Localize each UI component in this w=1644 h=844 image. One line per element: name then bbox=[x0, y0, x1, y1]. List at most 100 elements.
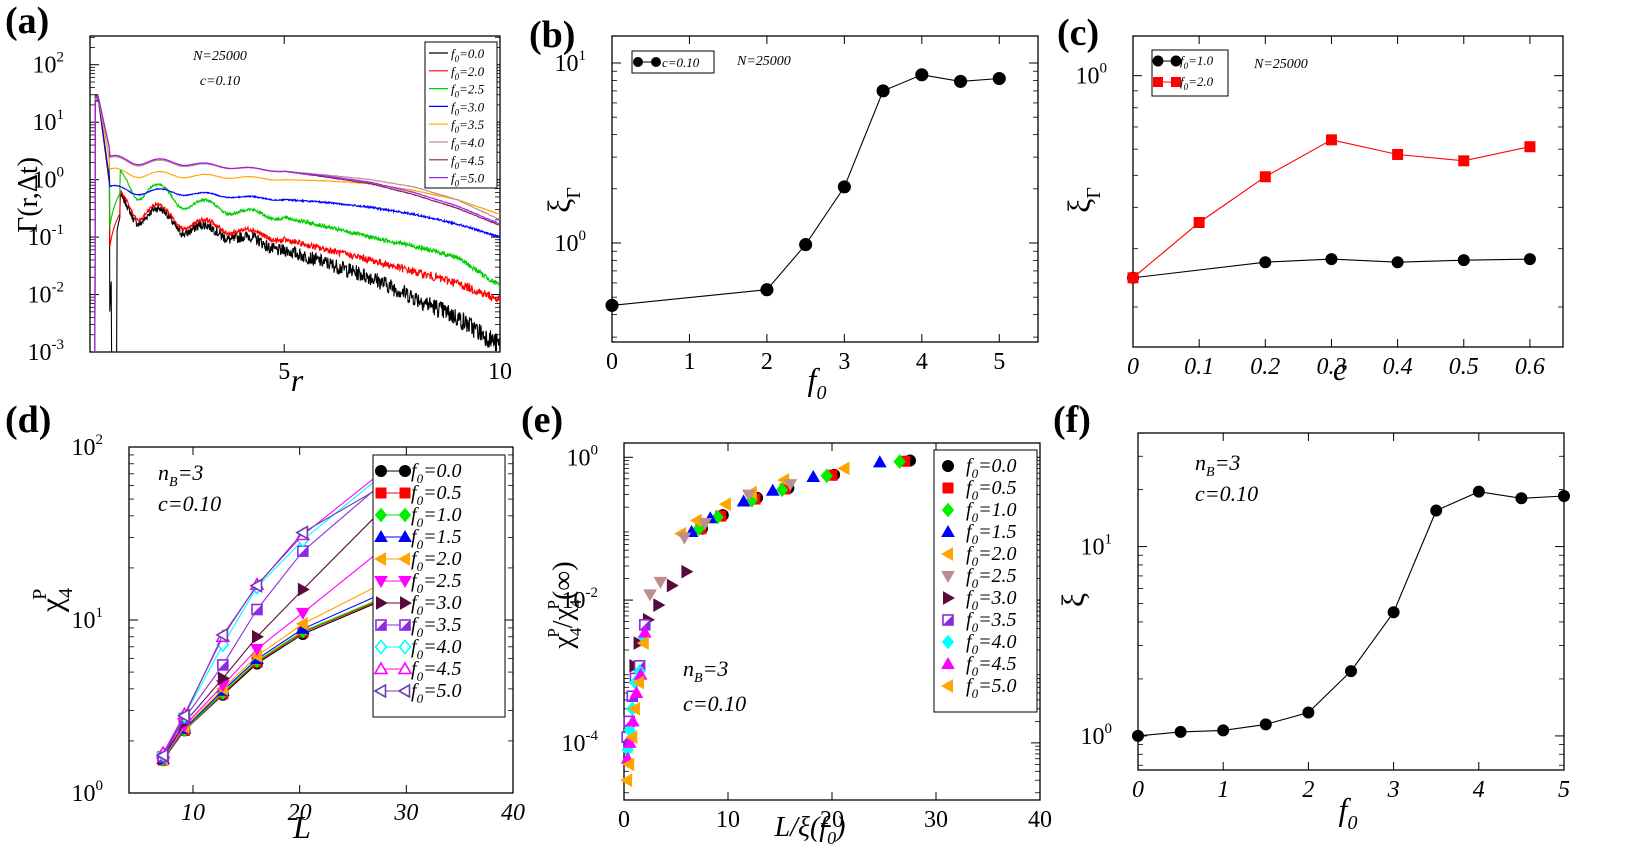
data-point bbox=[1259, 256, 1272, 269]
text-part: n bbox=[683, 656, 694, 681]
text-part: 10 bbox=[28, 283, 52, 309]
annotation-nb: nB=3 bbox=[158, 460, 203, 490]
legend-entry: f0=4.0 bbox=[966, 631, 1017, 657]
text-part: Γ bbox=[1083, 187, 1105, 199]
legend-marker bbox=[374, 576, 388, 589]
data-point bbox=[741, 489, 756, 502]
y-tick-label: 101 bbox=[555, 48, 587, 77]
text-part: f bbox=[451, 64, 457, 79]
text-part: f bbox=[966, 631, 974, 653]
legend-box bbox=[424, 41, 498, 189]
text-part: 0 bbox=[972, 664, 979, 679]
text-part: 0 bbox=[972, 576, 979, 591]
data-point bbox=[297, 582, 310, 597]
legend-marker bbox=[398, 639, 412, 655]
curve-group bbox=[94, 94, 500, 352]
x-tick-label: 10 bbox=[181, 800, 205, 826]
text-part: 0 bbox=[417, 691, 424, 706]
text-part: f bbox=[451, 117, 457, 132]
text-part: 0 bbox=[1347, 812, 1357, 834]
series-0 bbox=[1132, 485, 1570, 742]
x-tick-label: 5 bbox=[1558, 777, 1570, 803]
legend-marker bbox=[374, 639, 388, 655]
x-tick-label: 40 bbox=[501, 800, 525, 826]
text-part: 0 bbox=[972, 488, 979, 503]
text-part: 0 bbox=[417, 493, 424, 508]
text-part: =4.0 bbox=[423, 636, 462, 658]
text-part: =3.5 bbox=[459, 117, 485, 132]
legend-marker bbox=[941, 524, 955, 537]
legend-entry: c=0.10 bbox=[662, 55, 700, 70]
legend-entry: f0=3.5 bbox=[966, 609, 1017, 635]
series-2 bbox=[156, 591, 386, 767]
plot-frame bbox=[1132, 35, 1564, 348]
text-part: =2.0 bbox=[459, 64, 485, 79]
text-part: P bbox=[29, 589, 51, 600]
data-point bbox=[1458, 155, 1470, 167]
series-1 bbox=[695, 455, 911, 535]
x-tick-label: 1 bbox=[683, 349, 695, 375]
data-point bbox=[1127, 272, 1139, 284]
data-point bbox=[992, 71, 1006, 86]
data-point bbox=[1259, 171, 1271, 183]
x-axis-label: f0 bbox=[1339, 791, 1358, 834]
legend-marker bbox=[397, 683, 411, 699]
text-part: f bbox=[451, 171, 457, 186]
text-part: 10 bbox=[28, 225, 52, 251]
panel-c: 0 0.1 0.2 0.3 0.4 0.5 0.6100(c)f0=1.0f0=2.0N=2… bbox=[1057, 12, 1564, 387]
legend-box bbox=[1151, 49, 1229, 97]
panel-label: (b) bbox=[529, 14, 575, 56]
y-tick-label: 10-3 bbox=[28, 337, 65, 366]
x-tick-label: 10 bbox=[488, 359, 512, 385]
x-tick-label: 3 bbox=[1387, 777, 1400, 803]
text-part: 0 bbox=[455, 107, 460, 117]
y-tick-label: 100 bbox=[567, 442, 599, 471]
text-part: =3 bbox=[703, 656, 729, 681]
text-part: 0 bbox=[455, 54, 460, 64]
legend-marker bbox=[397, 661, 413, 675]
text-part: =1.0 bbox=[978, 499, 1017, 521]
legend-marker bbox=[373, 683, 387, 699]
data-point bbox=[1430, 504, 1443, 517]
series-line bbox=[1137, 491, 1565, 737]
data-point-fill bbox=[217, 659, 228, 670]
legend-entry: f0=1.5 bbox=[411, 526, 462, 552]
legend-marker bbox=[941, 634, 955, 650]
text-part: f bbox=[411, 680, 419, 702]
legend-marker bbox=[375, 487, 387, 499]
text-part: 0 bbox=[96, 778, 104, 794]
legend-marker bbox=[942, 460, 954, 472]
x-tick-label: 4 bbox=[916, 349, 928, 375]
legend-entry: f0=0.0 bbox=[451, 46, 485, 64]
text-part: 10 bbox=[1081, 535, 1105, 561]
text-part: ξ bbox=[1061, 199, 1097, 213]
series-0 bbox=[1127, 253, 1536, 284]
data-point bbox=[1524, 141, 1536, 153]
text-part: -2 bbox=[586, 585, 599, 601]
x-axis-label: f0 bbox=[808, 361, 827, 404]
text-part: 0 bbox=[417, 603, 424, 618]
data-point-fill bbox=[252, 604, 262, 615]
data-point bbox=[215, 627, 229, 643]
data-point bbox=[736, 494, 751, 507]
text-part: 0 bbox=[417, 515, 424, 530]
legend-box bbox=[631, 50, 715, 74]
series-line bbox=[1132, 258, 1530, 279]
text-part: =0.0 bbox=[978, 455, 1017, 477]
text-part: f bbox=[411, 482, 419, 504]
text-part: 0 bbox=[417, 669, 424, 684]
legend-entry: f0=0.5 bbox=[966, 477, 1017, 503]
data-point bbox=[1302, 706, 1315, 719]
text-part: 0 bbox=[57, 165, 65, 181]
x-tick-label: 0.1 bbox=[1184, 354, 1214, 380]
text-part: 0 bbox=[417, 471, 424, 486]
data-point bbox=[637, 625, 652, 638]
plot-frame bbox=[611, 35, 1039, 343]
data-point-fill bbox=[297, 546, 308, 557]
annotation-n: N=25000 bbox=[736, 54, 791, 69]
legend-entry: f0=5.0 bbox=[966, 675, 1017, 701]
y-tick-label: 102 bbox=[33, 50, 65, 79]
series-0 bbox=[605, 68, 1006, 312]
x-tick-label: 0.4 bbox=[1383, 354, 1413, 380]
